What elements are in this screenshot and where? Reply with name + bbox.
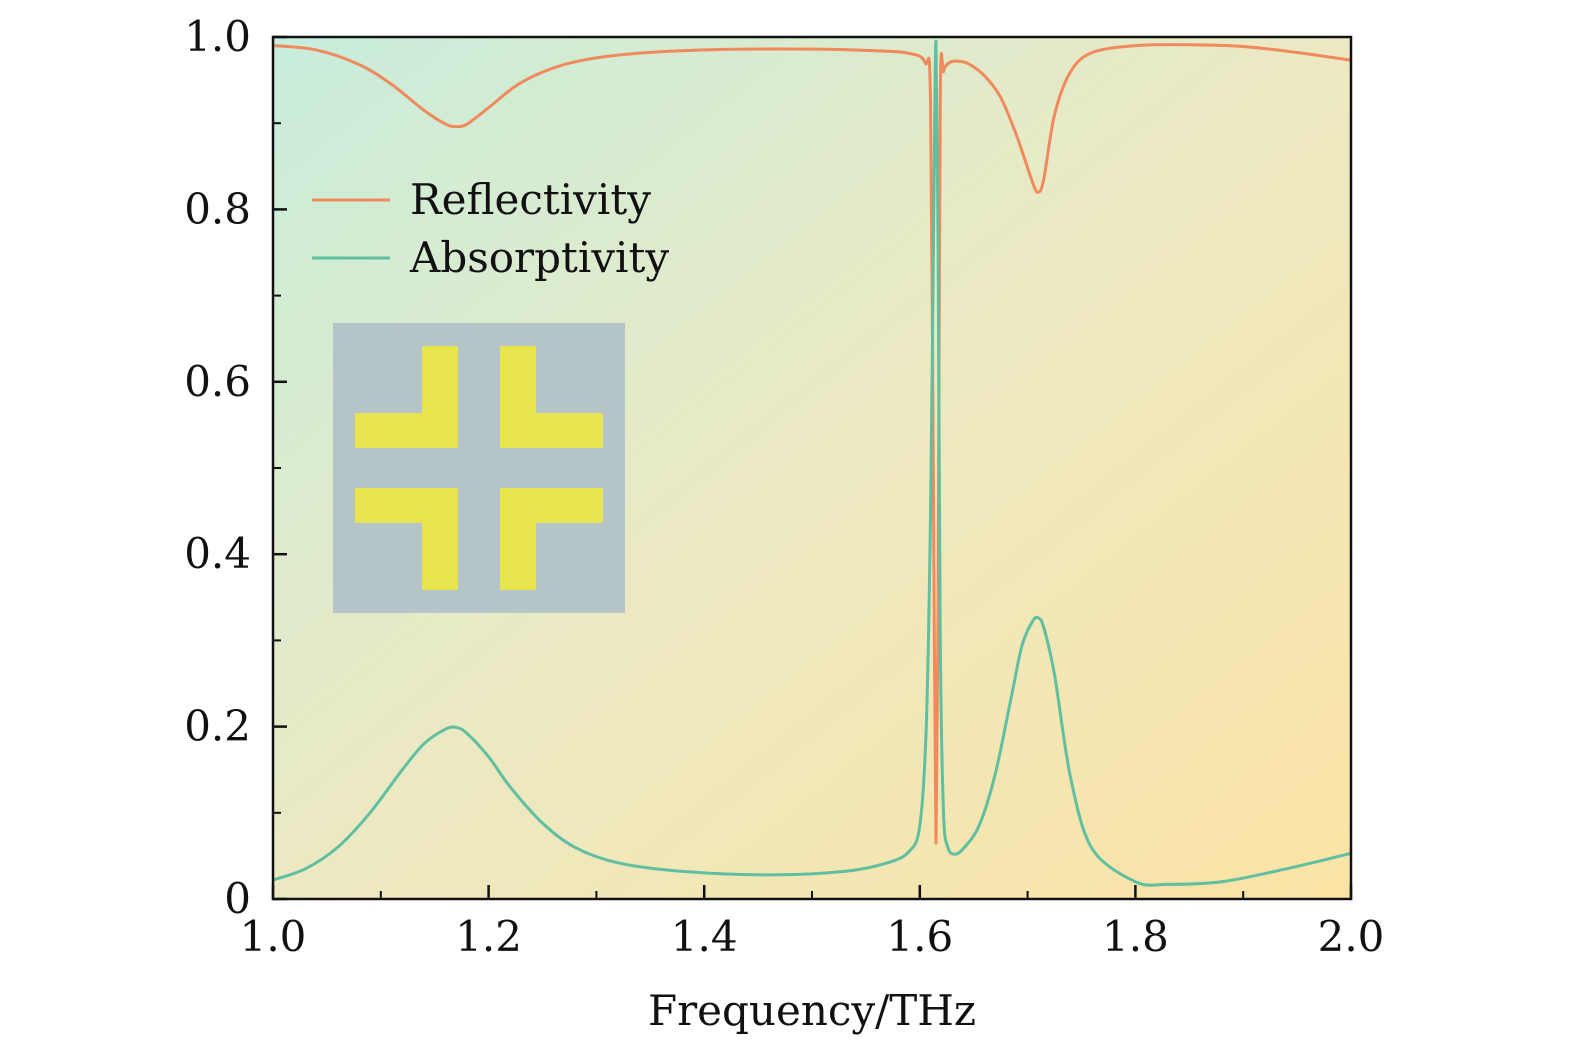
- inset-substrate: [333, 323, 625, 613]
- y-tick-label-0.6: 0.6: [184, 357, 251, 406]
- series-line-reflectivity: [273, 43, 1351, 845]
- x-tick-label-1.0: 1.0: [240, 912, 307, 961]
- inset-arm-top-left-horizontal: [355, 413, 458, 448]
- unit-cell-inset: [333, 323, 625, 613]
- y-tick-label-0.8: 0.8: [184, 184, 251, 233]
- y-tick-label-1.0: 1.0: [184, 12, 251, 61]
- x-tick-label-1.4: 1.4: [671, 912, 738, 961]
- legend: Reflectivity Absorptivity: [312, 175, 669, 282]
- legend-label-absorptivity: Absorptivity: [409, 233, 669, 282]
- plot-frame: [271, 35, 1353, 901]
- inset-arm-bottom-left-vertical: [422, 488, 458, 590]
- x-tick-label-1.8: 1.8: [1102, 912, 1169, 961]
- axis-ticks: 1.0 1.2 1.4 1.6 1.8 2.0 0 0.2 0.4 0.6 0.8 1.0: [184, 12, 1384, 961]
- x-tick-label-1.6: 1.6: [886, 912, 953, 961]
- inset-arm-bottom-right-vertical: [500, 488, 536, 590]
- x-tick-label-2.0: 2.0: [1318, 912, 1385, 961]
- x-tick-label-1.2: 1.2: [455, 912, 522, 961]
- series-line-absorptivity: [273, 39, 1351, 887]
- inset-arm-top-right-horizontal: [500, 413, 603, 448]
- y-tick-label-0.2: 0.2: [184, 702, 251, 751]
- x-axis-title: Frequency/THz: [648, 986, 976, 1035]
- legend-label-reflectivity: Reflectivity: [410, 175, 651, 224]
- y-tick-label-0: 0: [224, 874, 251, 923]
- series-layer: [273, 39, 1351, 887]
- y-tick-label-0.4: 0.4: [184, 529, 251, 578]
